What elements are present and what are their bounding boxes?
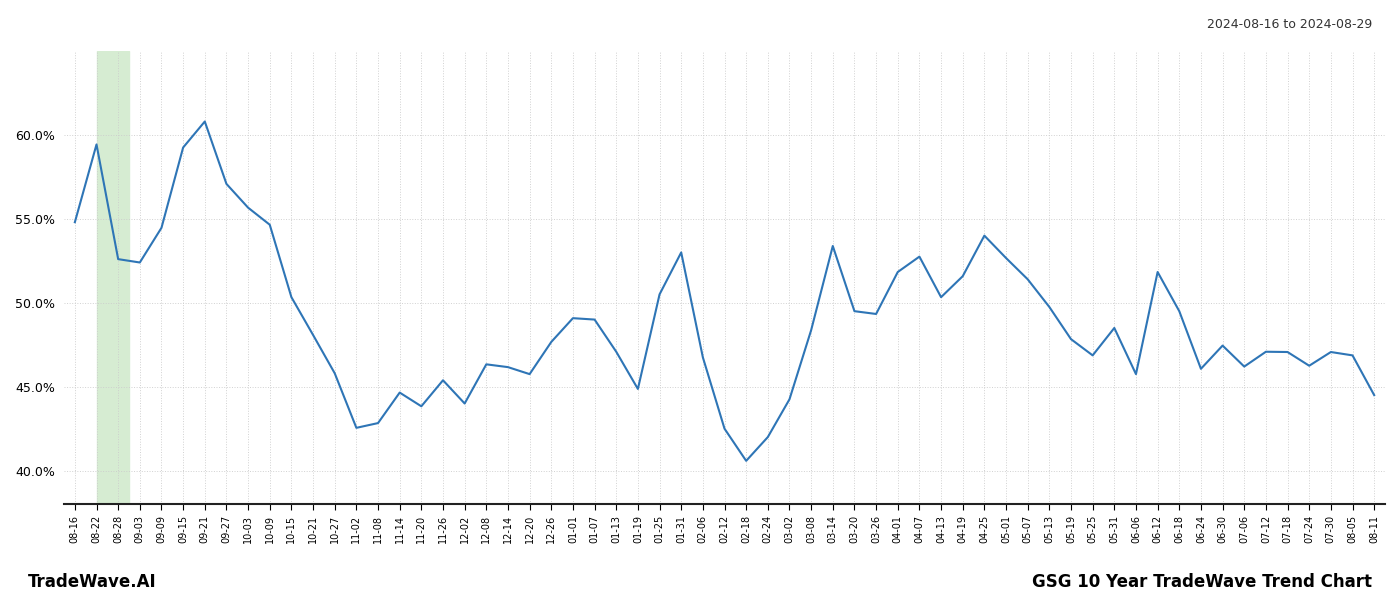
Text: GSG 10 Year TradeWave Trend Chart: GSG 10 Year TradeWave Trend Chart — [1032, 573, 1372, 591]
Text: TradeWave.AI: TradeWave.AI — [28, 573, 157, 591]
Bar — [97, 51, 129, 504]
Text: 2024-08-16 to 2024-08-29: 2024-08-16 to 2024-08-29 — [1207, 18, 1372, 31]
